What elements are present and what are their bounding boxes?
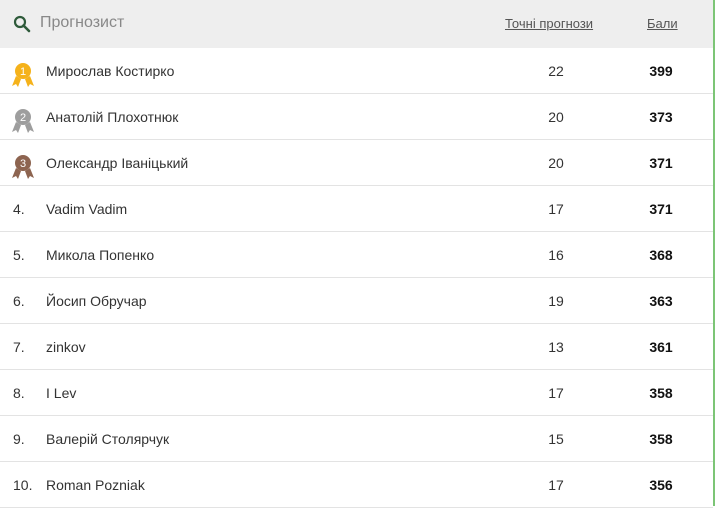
search-icon[interactable] <box>13 15 31 33</box>
points: 358 <box>649 385 673 401</box>
table-row[interactable]: 4. Vadim Vadim 17 371 <box>0 186 713 232</box>
svg-text:2: 2 <box>20 112 26 124</box>
table-row[interactable]: 3 Олександр Іваніцький 20 371 <box>0 140 713 186</box>
rank-number: 5. <box>13 247 25 263</box>
rank-number: 7. <box>13 339 25 355</box>
sort-points[interactable]: Бали <box>647 16 678 31</box>
table-header: Прогнозист Точні прогнози Бали <box>0 0 713 48</box>
medal-silver-icon: 2 <box>12 109 34 133</box>
points: 368 <box>649 247 673 263</box>
predictor-name[interactable]: Мирослав Костирко <box>46 63 175 79</box>
predictor-name[interactable]: Анатолій Плохотнюк <box>46 109 179 125</box>
medal-gold-icon: 1 <box>12 63 34 87</box>
table-row[interactable]: 1 Мирослав Костирко 22 399 <box>0 48 713 94</box>
table-row[interactable]: 10. Roman Pozniak 17 356 <box>0 462 713 508</box>
svg-text:1: 1 <box>20 66 26 78</box>
exact-predictions: 17 <box>548 477 564 493</box>
points: 373 <box>649 109 673 125</box>
exact-predictions: 19 <box>548 293 564 309</box>
rank-number: 10. <box>13 477 33 493</box>
points: 371 <box>649 155 673 171</box>
table-row[interactable]: 9. Валерій Столярчук 15 358 <box>0 416 713 462</box>
exact-predictions: 22 <box>548 63 564 79</box>
predictor-name[interactable]: I Lev <box>46 385 77 401</box>
predictor-name[interactable]: zinkov <box>46 339 86 355</box>
search-input[interactable]: Прогнозист <box>40 14 125 31</box>
rank-number: 8. <box>13 385 25 401</box>
points: 356 <box>649 477 673 493</box>
table-row[interactable]: 7. zinkov 13 361 <box>0 324 713 370</box>
exact-predictions: 20 <box>548 155 564 171</box>
predictor-name[interactable]: Йосип Обручар <box>46 293 147 309</box>
rank-number: 6. <box>13 293 25 309</box>
table-row[interactable]: 8. I Lev 17 358 <box>0 370 713 416</box>
table-row[interactable]: 2 Анатолій Плохотнюк 20 373 <box>0 94 713 140</box>
points: 371 <box>649 201 673 217</box>
exact-predictions: 20 <box>548 109 564 125</box>
exact-predictions: 16 <box>548 247 564 263</box>
medal-bronze-icon: 3 <box>12 155 34 179</box>
points: 363 <box>649 293 673 309</box>
exact-predictions: 17 <box>548 385 564 401</box>
predictor-name[interactable]: Микола Попенко <box>46 247 155 263</box>
sort-exact-predictions[interactable]: Точні прогнози <box>505 16 594 31</box>
points: 399 <box>649 63 673 79</box>
exact-predictions: 17 <box>548 201 564 217</box>
predictor-name[interactable]: Roman Pozniak <box>46 477 145 493</box>
table-row[interactable]: 5. Микола Попенко 16 368 <box>0 232 713 278</box>
table-row[interactable]: 6. Йосип Обручар 19 363 <box>0 278 713 324</box>
predictor-name[interactable]: Vadim Vadim <box>46 201 128 217</box>
svg-text:3: 3 <box>20 158 26 170</box>
exact-predictions: 13 <box>548 339 564 355</box>
rank-number: 4. <box>13 201 25 217</box>
predictor-name[interactable]: Валерій Столярчук <box>46 431 170 447</box>
exact-predictions: 15 <box>548 431 564 447</box>
points: 358 <box>649 431 673 447</box>
predictor-name[interactable]: Олександр Іваніцький <box>46 155 189 171</box>
rank-number: 9. <box>13 431 25 447</box>
points: 361 <box>649 339 673 355</box>
scroll-edge <box>713 0 715 506</box>
